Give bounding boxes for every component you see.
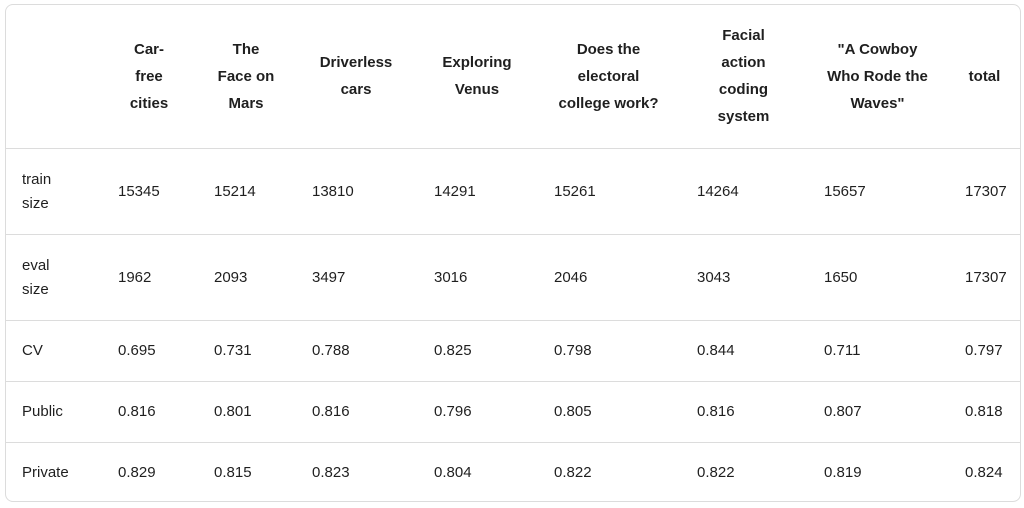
header-cell-driverless-cars: Driverless cars (295, 5, 417, 149)
table-cell: 2046 (537, 234, 680, 321)
table-cell: 0.824 (965, 464, 1003, 481)
header-cell-facial-action: Facial action coding system (680, 5, 807, 149)
table-cell: 0.818 (948, 381, 1020, 443)
table-cell: 0.796 (417, 381, 537, 443)
table-cell: 15214 (197, 148, 295, 235)
table-row-train-size: train size 15345 15214 13810 14291 15261 … (6, 148, 1020, 235)
table-cell: 0.797 (948, 320, 1020, 382)
table-cell: 0.816 (295, 381, 417, 443)
header-cell-cowboy: "A Cowboy Who Rode the Waves" (807, 5, 948, 149)
header-cell-face-on-mars: The Face on Mars (197, 5, 295, 149)
header-cell-electoral-college: Does the electoral college work? (537, 5, 680, 149)
table-cell: 17307 (948, 234, 1020, 321)
table-row-private: Private 0.829 0.815 0.823 0.804 0.822 0.… (6, 443, 1020, 502)
table-row-eval-size: eval size 1962 2093 3497 3016 2046 3043 1… (6, 234, 1020, 321)
table-cell: 0.823 (312, 464, 350, 481)
table-cell: 14291 (417, 148, 537, 235)
table-cell: 0.804 (434, 464, 472, 481)
table-cell: 1650 (807, 234, 948, 321)
header-cell-exploring-venus: Exploring Venus (417, 5, 537, 149)
table-container: Car-free cities The Face on Mars Driverless… (5, 4, 1021, 502)
table-cell: 0.816 (101, 381, 197, 443)
table-cell: 15261 (537, 148, 680, 235)
table-cell: 13810 (295, 148, 417, 235)
table-cell: 15345 (101, 148, 197, 235)
results-table: Car-free cities The Face on Mars Driverless… (6, 5, 1020, 502)
table-cell: 0.822 (697, 464, 735, 481)
table-cell: 2093 (197, 234, 295, 321)
table-cell: 0.815 (214, 464, 252, 481)
table-cell: 0.788 (295, 320, 417, 382)
row-label: eval size (6, 234, 101, 321)
table-cell: 14264 (680, 148, 807, 235)
row-label: train size (6, 148, 101, 235)
header-cell-total: total (948, 5, 1020, 149)
table-cell: 0.695 (101, 320, 197, 382)
table-cell: 0.807 (807, 381, 948, 443)
table-cell: 3043 (680, 234, 807, 321)
table-row-public: Public 0.816 0.801 0.816 0.796 0.805 0.8… (6, 381, 1020, 443)
table-cell: 0.829 (118, 464, 156, 481)
table-cell: 0.711 (807, 320, 948, 382)
table-cell: 17307 (948, 148, 1020, 235)
table-cell: 1962 (101, 234, 197, 321)
row-label: Public (6, 381, 101, 443)
table-cell: 0.805 (537, 381, 680, 443)
table-cell: 0.822 (554, 464, 592, 481)
table-cell: 3497 (295, 234, 417, 321)
header-cell-car-free-cities: Car-free cities (101, 5, 197, 149)
header-cell-corner (6, 5, 101, 149)
table-cell: 0.731 (197, 320, 295, 382)
table-cell: 3016 (417, 234, 537, 321)
table-cell: 0.819 (824, 464, 862, 481)
table-cell: 0.816 (680, 381, 807, 443)
table-cell: 0.844 (680, 320, 807, 382)
table-cell: 0.798 (537, 320, 680, 382)
row-label: CV (6, 320, 101, 382)
table-cell: 0.825 (417, 320, 537, 382)
table-row-cv: CV 0.695 0.731 0.788 0.825 0.798 0.844 0… (6, 320, 1020, 382)
table-cell: 15657 (807, 148, 948, 235)
table-cell: 0.801 (197, 381, 295, 443)
row-label: Private (22, 464, 69, 481)
header-row: Car-free cities The Face on Mars Driverless… (6, 5, 1020, 149)
